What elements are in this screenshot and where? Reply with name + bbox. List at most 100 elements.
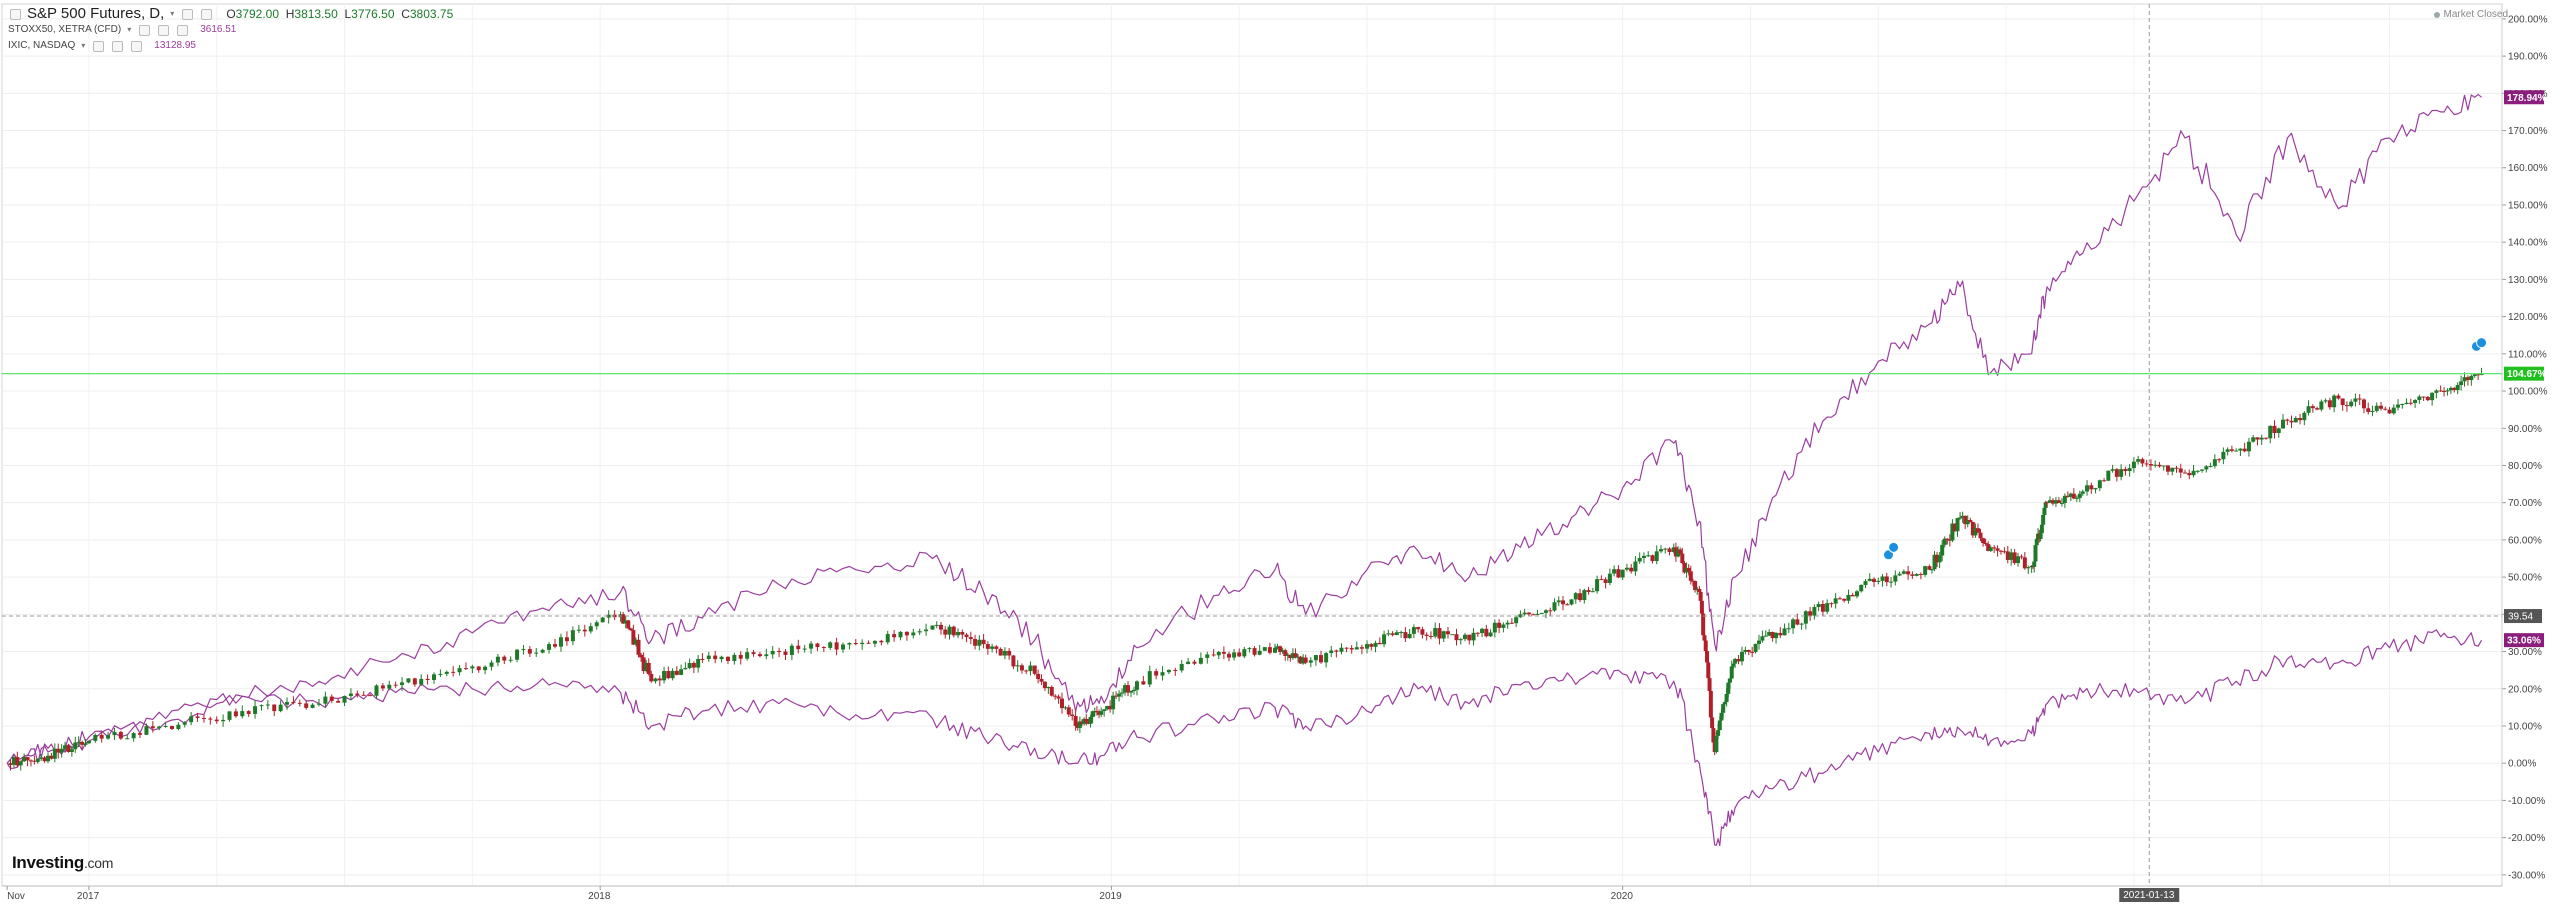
candle-body — [1859, 584, 1864, 592]
settings-icon[interactable] — [112, 40, 124, 52]
event-marker-icon — [1888, 541, 1900, 553]
candle-body — [2068, 493, 2073, 497]
candle-body — [1147, 671, 1152, 685]
candle-body — [588, 626, 593, 632]
candle-body — [1505, 622, 1510, 625]
candle-body — [674, 670, 679, 675]
candle-body — [885, 634, 890, 643]
candle-body — [1293, 653, 1298, 657]
candle-body — [2071, 493, 2076, 499]
candle-body — [1522, 612, 1527, 615]
candle-body — [2413, 399, 2418, 403]
chevron-down-icon[interactable]: ▾ — [127, 25, 132, 34]
chevron-down-icon[interactable]: ▾ — [170, 9, 175, 18]
candle-body — [2353, 398, 2358, 402]
chevron-down-icon[interactable]: ▾ — [81, 41, 86, 50]
candle-body — [1548, 610, 1553, 612]
candle-body — [1509, 622, 1514, 624]
candle-body — [1960, 515, 1965, 518]
event-marker-icon — [2476, 337, 2488, 349]
candle-body — [2438, 390, 2443, 392]
candle-body — [2047, 500, 2052, 503]
candle-body — [265, 704, 270, 706]
candle-body — [1716, 730, 1721, 736]
crosshair-x-label-bg — [2119, 888, 2180, 902]
collapse-legend-icon[interactable] — [10, 8, 21, 20]
legend-main-row[interactable]: S&P 500 Futures, D, ▾ O3792.00 H3813.50 … — [8, 6, 453, 22]
candle-body — [1650, 555, 1655, 562]
candle-body — [2476, 374, 2481, 376]
ixic-series-label[interactable]: IXIC, NASDAQ — [8, 40, 76, 51]
candle-body — [380, 685, 385, 689]
candle-body — [2123, 469, 2128, 472]
candle-body — [1518, 614, 1523, 618]
plot-frame — [1, 3, 2503, 887]
crosshair-y-label: 39.54 — [2508, 612, 2533, 623]
candle-body — [208, 718, 213, 720]
candle-body — [1303, 657, 1308, 663]
candle-body — [1102, 709, 1107, 712]
visibility-icon[interactable] — [93, 40, 105, 52]
candle-body — [1906, 571, 1911, 575]
candle-body — [696, 658, 701, 668]
visibility-icon[interactable] — [182, 8, 194, 20]
candle-body — [1377, 642, 1382, 645]
candle-body — [1952, 523, 1957, 532]
candle-body — [1108, 705, 1113, 710]
candle-body — [1705, 651, 1710, 663]
remove-icon[interactable] — [177, 24, 189, 36]
value-tag-bg — [2504, 90, 2544, 105]
candle-body — [2361, 399, 2366, 409]
candle-body — [2178, 468, 2183, 473]
candle-body — [476, 666, 481, 671]
high-label: H — [285, 7, 295, 21]
visibility-icon[interactable] — [139, 24, 151, 36]
candle-body — [2195, 470, 2200, 472]
candle-body — [1620, 569, 1625, 578]
candle-body — [1428, 635, 1433, 637]
legend: S&P 500 Futures, D, ▾ O3792.00 H3813.50 … — [8, 6, 453, 54]
candle-body — [1667, 548, 1672, 553]
candle-body — [63, 745, 68, 749]
candle-body — [1173, 669, 1178, 671]
candle-body — [1791, 619, 1796, 629]
candle-body — [1678, 549, 1683, 554]
candle-body — [2323, 400, 2328, 402]
x-tick-label: Nov — [7, 891, 25, 902]
legend-ixic-row[interactable]: IXIC, NASDAQ ▾ 13128.95 — [8, 38, 453, 54]
candle-body — [960, 631, 965, 635]
brand-logo[interactable]: Investing.com — [12, 853, 113, 873]
candle-body — [1399, 632, 1404, 634]
candle-body — [1983, 543, 1988, 545]
candle-body — [2434, 390, 2439, 393]
candle-body — [968, 637, 973, 640]
candle-body — [1889, 581, 1894, 583]
candle-body — [1708, 690, 1713, 718]
settings-icon[interactable] — [201, 8, 213, 20]
candle-body — [670, 670, 675, 679]
settings-icon[interactable] — [158, 24, 170, 36]
candle-body — [1992, 547, 1997, 549]
candle-body — [1950, 523, 1955, 541]
candle-body — [649, 673, 654, 682]
candle-body — [1770, 632, 1775, 639]
candle-body — [489, 662, 494, 667]
stoxx-series-label[interactable]: STOXX50, XETRA (CFD) — [8, 24, 122, 35]
candle-body — [1880, 576, 1885, 581]
candle-body — [1441, 631, 1446, 639]
candle-body — [2465, 377, 2470, 381]
candle-body — [42, 757, 47, 762]
candle-body — [2425, 396, 2430, 401]
ixic-value: 13128.95 — [154, 40, 196, 51]
candle-body — [2044, 502, 2049, 504]
legend-stoxx-row[interactable]: STOXX50, XETRA (CFD) ▾ 3616.51 — [8, 22, 453, 38]
candle-body — [1586, 590, 1591, 592]
main-series-title[interactable]: S&P 500 Futures, D, — [27, 5, 165, 22]
candle-body — [1011, 655, 1016, 667]
candle-body — [1123, 685, 1128, 693]
remove-icon[interactable] — [131, 40, 143, 52]
candle-body — [1729, 666, 1734, 679]
candle-body — [1467, 634, 1472, 641]
